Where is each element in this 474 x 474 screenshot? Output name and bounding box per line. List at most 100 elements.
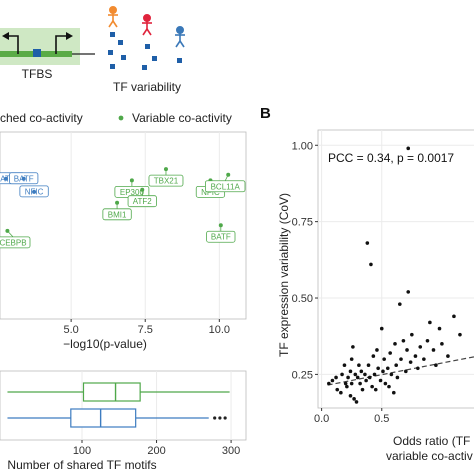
panel-b-letter: B: [260, 105, 271, 122]
scatter-point: [404, 369, 408, 374]
scatter-point: [385, 366, 390, 371]
pvalue-points: CEBPBBMI1EP300ATF2TBX21NFICBATFBCL11AATC…: [0, 167, 246, 249]
pvalue-tick-label: 7.5: [138, 324, 153, 336]
legend-item-variable: Variable co-activity: [132, 111, 232, 125]
scatter-point: [418, 345, 423, 349]
scatter-point: [363, 372, 367, 377]
variability-x-axis-label-line2: variable co-activ: [386, 449, 473, 463]
scatter-point: [327, 381, 331, 386]
y-tick-label: 1.00: [292, 140, 313, 152]
boxplot-panel-frame: [0, 370, 247, 441]
scatter-point: [379, 326, 384, 331]
pvalue-panel-frame: [0, 131, 247, 320]
scatter-point: [348, 369, 353, 374]
tf-variability-schematic: TF variability: [108, 6, 185, 94]
boxplot-tick-label: 100: [73, 445, 91, 457]
scatter-point: [391, 390, 396, 395]
scatter-point: [381, 369, 385, 374]
variability-y-ticks: 0.25 0.50 0.75 1.00: [292, 140, 318, 381]
scatter-point: [352, 397, 356, 401]
scatter-point: [354, 400, 359, 404]
scatter-point: [440, 342, 444, 346]
data-label: BATF: [211, 233, 231, 242]
scatter-point: [405, 348, 409, 352]
scatter-point: [351, 345, 355, 349]
scatter-point: [345, 384, 349, 389]
scatter-point: [388, 351, 392, 355]
boxplot-gridlines: [81, 371, 232, 440]
scatter-point: [416, 366, 420, 371]
scatter-point: [394, 363, 398, 368]
red-person-icon: [142, 14, 152, 36]
scatter-point: [413, 354, 418, 358]
orange-person-icon: [108, 6, 118, 28]
scatter-point: [458, 332, 462, 337]
scatter-point: [406, 146, 411, 151]
scatter-point: [355, 375, 360, 380]
box-outlier: [213, 416, 217, 420]
scatter-point: [410, 332, 414, 337]
scatter-point: [373, 387, 378, 392]
scatter-point: [434, 363, 438, 368]
scatter-point: [431, 348, 436, 352]
scatter-point: [399, 357, 403, 361]
scatter-point: [334, 375, 338, 380]
data-label: BCL11A: [211, 182, 241, 191]
y-tick-label: 0.50: [292, 293, 313, 305]
tf-variability-label: TF variability: [113, 80, 181, 94]
data-point: [5, 228, 10, 233]
scatter-point: [335, 387, 340, 392]
legend-marker-variable: [118, 115, 124, 121]
data-point: [218, 223, 223, 228]
scatter-point: [389, 372, 394, 377]
box-outlier: [218, 416, 222, 420]
data-point: [3, 176, 8, 181]
y-tick-label: 0.25: [292, 369, 313, 381]
x-tick-label: 0.0: [314, 413, 329, 425]
x-tick-label: 0.5: [374, 413, 389, 425]
scatter-point: [376, 366, 380, 371]
blue-person-icon: [175, 25, 185, 48]
data-label: CEBPB: [0, 238, 27, 247]
data-point: [140, 187, 145, 192]
right-promoter-arrow: [55, 35, 69, 54]
scatter-point: [357, 363, 361, 368]
data-point: [129, 178, 134, 183]
boxplot-x-ticks: 100 200 300: [73, 440, 240, 457]
scatter-point: [425, 338, 430, 343]
scatter-point: [382, 357, 386, 361]
scatter-point: [452, 314, 456, 319]
data-label: TBX21: [154, 177, 179, 186]
left-promoter-arrow: [5, 35, 19, 54]
scatter-point: [383, 381, 388, 386]
data-label: EP300: [120, 188, 145, 197]
variability-scatter-chart: 0.25 0.50 0.75 1.00 0.0 0.5 PCC = 0.34, p = …: [277, 129, 474, 463]
scatter-point: [408, 360, 413, 364]
scatter-point: [370, 384, 374, 389]
scatter-point: [367, 375, 372, 380]
scatter-point: [398, 302, 402, 306]
pvalue-tick-label: 5.0: [63, 324, 78, 336]
tfbs-schematic: TFBS: [0, 28, 95, 81]
data-point: [32, 189, 37, 194]
pvalue-x-axis-label: −log10(p-value): [63, 337, 147, 351]
data-label-box: [204, 180, 246, 193]
scatter-point: [369, 262, 373, 267]
scatter-point: [342, 363, 347, 368]
scatter-point: [401, 338, 406, 343]
scatter-point: [365, 241, 370, 245]
box-iqr: [82, 382, 141, 402]
variability-y-axis-label: TF expression variability (CoV): [277, 193, 291, 357]
boxplot-tick-label: 300: [222, 445, 240, 457]
box-outlier: [223, 416, 227, 420]
scatter-point: [366, 363, 371, 368]
scatter-point: [406, 290, 411, 294]
scatter-point: [330, 378, 335, 383]
boxplot-x-axis-label: Number of shared TF motifs: [7, 458, 156, 472]
regression-line: [327, 356, 474, 386]
tf-molecule-squares: [108, 32, 182, 70]
scatter-point: [348, 393, 353, 398]
scatter-point: [364, 378, 368, 383]
data-label-box: [102, 208, 132, 221]
